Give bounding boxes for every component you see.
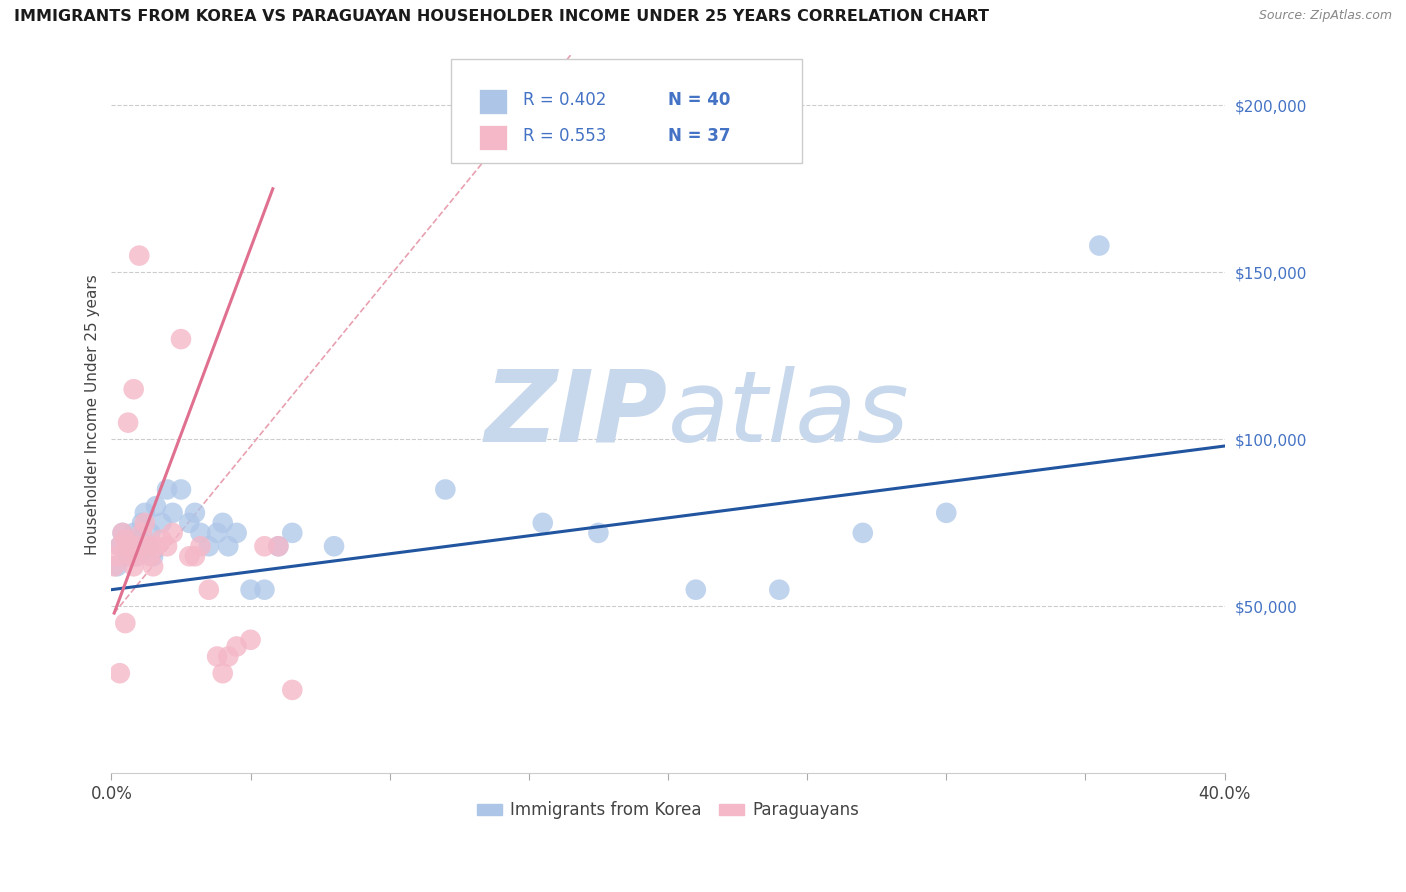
Point (156, 483, 179, 497)
Point (217, 649, 239, 664)
Point (114, 533, 136, 547)
Point (145, 499, 167, 513)
Point (253, 582, 276, 597)
Point (184, 506, 207, 520)
Point (122, 382, 145, 396)
Text: atlas: atlas (668, 366, 910, 463)
Text: IMMIGRANTS FROM KOREA VS PARAGUAYAN HOUSEHOLDER INCOME UNDER 25 YEARS CORRELATIO: IMMIGRANTS FROM KOREA VS PARAGUAYAN HOUS… (14, 9, 988, 24)
Point (162, 525, 184, 540)
Y-axis label: Householder Income Under 25 years: Householder Income Under 25 years (86, 274, 100, 555)
Point (131, 525, 153, 540)
Point (134, 506, 156, 520)
Point (239, 632, 262, 647)
Point (852, 525, 875, 540)
Point (323, 539, 346, 553)
Point (184, 549, 207, 564)
Point (125, 549, 148, 564)
Point (217, 539, 239, 553)
Point (1088, 238, 1111, 252)
Bar (479, 89, 506, 114)
Point (114, 616, 136, 631)
Point (128, 249, 150, 263)
Point (211, 666, 233, 681)
Point (150, 516, 173, 530)
Point (103, 559, 125, 574)
Legend: Immigrants from Korea, Paraguayans: Immigrants from Korea, Paraguayans (471, 795, 866, 826)
Point (105, 549, 128, 564)
Point (108, 539, 131, 553)
Point (145, 539, 167, 553)
Point (267, 539, 290, 553)
Point (267, 539, 290, 553)
Point (117, 416, 139, 430)
Text: R = 0.553: R = 0.553 (523, 127, 606, 145)
Point (136, 539, 159, 553)
Text: ZIP: ZIP (485, 366, 668, 463)
Point (111, 525, 134, 540)
Point (117, 539, 139, 553)
Bar (479, 125, 506, 151)
Point (131, 516, 153, 530)
Text: N = 40: N = 40 (668, 91, 730, 109)
Point (114, 533, 136, 547)
Point (139, 525, 162, 540)
Point (108, 539, 131, 553)
Point (588, 525, 610, 540)
Point (156, 539, 179, 553)
FancyBboxPatch shape (451, 59, 801, 163)
Point (142, 549, 165, 564)
Point (128, 539, 150, 553)
Point (139, 549, 162, 564)
Point (108, 666, 131, 681)
Point (685, 582, 707, 597)
Point (935, 506, 957, 520)
Point (125, 549, 148, 564)
Point (142, 559, 165, 574)
Point (136, 539, 159, 553)
Point (434, 483, 457, 497)
Point (120, 539, 142, 553)
Text: N = 37: N = 37 (668, 127, 731, 145)
Point (162, 506, 184, 520)
Point (122, 559, 145, 574)
Point (179, 549, 201, 564)
Point (179, 516, 201, 530)
Point (768, 582, 790, 597)
Point (170, 483, 193, 497)
Point (134, 516, 156, 530)
Point (190, 525, 212, 540)
Point (198, 582, 221, 597)
Point (531, 516, 554, 530)
Point (117, 549, 139, 564)
Point (105, 559, 128, 574)
Point (211, 516, 233, 530)
Point (150, 533, 173, 547)
Point (198, 539, 221, 553)
Point (281, 525, 304, 540)
Text: Source: ZipAtlas.com: Source: ZipAtlas.com (1258, 9, 1392, 22)
Point (225, 525, 247, 540)
Point (253, 539, 276, 553)
Point (190, 539, 212, 553)
Point (120, 549, 142, 564)
Point (128, 533, 150, 547)
Point (111, 525, 134, 540)
Point (239, 582, 262, 597)
Point (170, 332, 193, 346)
Point (281, 682, 304, 697)
Point (225, 640, 247, 654)
Point (122, 525, 145, 540)
Point (205, 525, 228, 540)
Text: R = 0.402: R = 0.402 (523, 91, 606, 109)
Point (205, 649, 228, 664)
